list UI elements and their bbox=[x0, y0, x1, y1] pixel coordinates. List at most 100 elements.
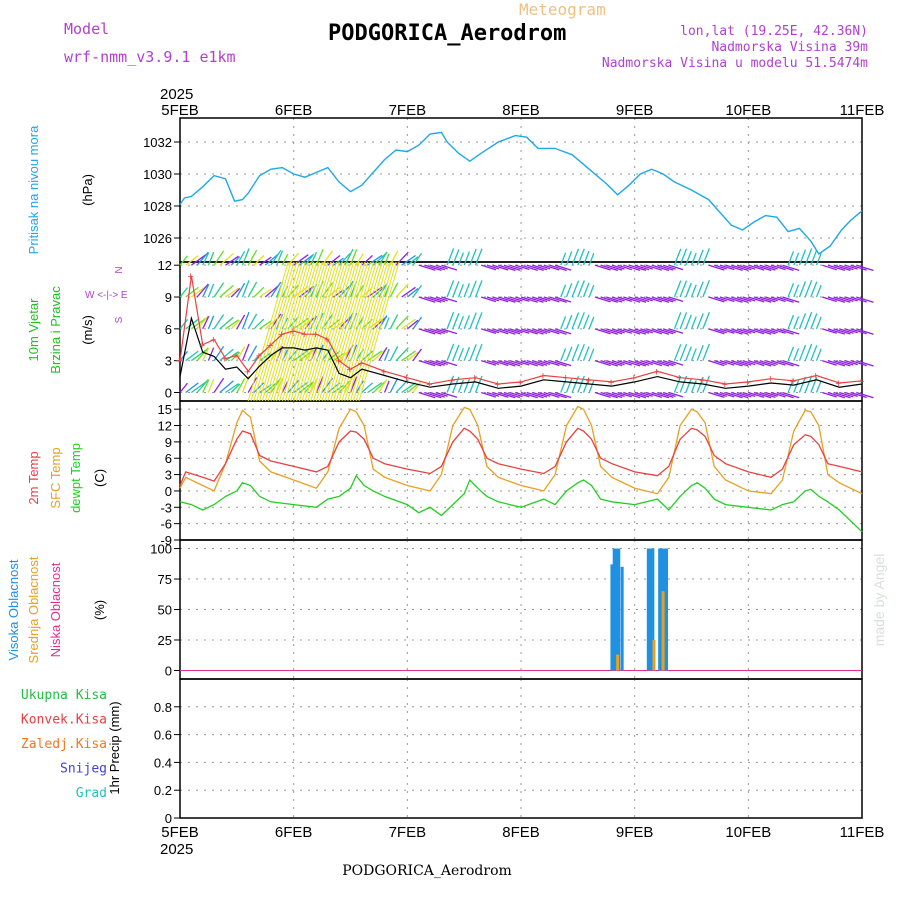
wind-barb bbox=[628, 360, 647, 367]
wind-barb bbox=[435, 360, 448, 366]
wind-barb bbox=[731, 391, 749, 399]
wind-barb bbox=[810, 313, 818, 330]
x-tick-label-bottom: 9FEB bbox=[616, 824, 654, 841]
wind-barb bbox=[640, 264, 653, 270]
wind-hatch bbox=[284, 261, 326, 402]
wind-barb bbox=[236, 346, 246, 361]
wind-barb bbox=[253, 382, 265, 393]
wind-barb bbox=[259, 352, 272, 362]
wind-barb bbox=[406, 319, 419, 330]
wind-hatch bbox=[304, 261, 346, 402]
wind-barb bbox=[804, 279, 813, 298]
wind-gust-marker: + bbox=[608, 377, 614, 389]
wind-gust-marker: + bbox=[176, 356, 182, 368]
wind-barb bbox=[389, 282, 399, 298]
wind-barb bbox=[753, 296, 772, 303]
wind-hatch bbox=[307, 261, 349, 402]
wind-barb bbox=[383, 380, 390, 393]
cloud-bar bbox=[616, 654, 620, 671]
wind-barb bbox=[327, 350, 341, 362]
wind-barb bbox=[469, 248, 477, 266]
wind-barb bbox=[679, 248, 688, 266]
wind-barb bbox=[850, 391, 867, 399]
wind-gust-marker: + bbox=[585, 375, 591, 387]
wind-gust-marker: + bbox=[699, 375, 705, 387]
wind-barb bbox=[748, 391, 765, 399]
wind-barb bbox=[714, 264, 727, 270]
wind-barb bbox=[588, 284, 595, 298]
wind-barb bbox=[474, 280, 483, 298]
wind-barb bbox=[276, 377, 284, 393]
wind-barb bbox=[429, 264, 445, 271]
wind-barb bbox=[748, 264, 765, 271]
y-tick-label: 0 bbox=[165, 386, 172, 401]
wind-barb bbox=[753, 360, 772, 367]
wind-barb bbox=[401, 350, 416, 362]
wind-barb bbox=[383, 317, 390, 330]
y-tick-label: 0.6 bbox=[154, 728, 172, 743]
wind-barb bbox=[560, 316, 567, 330]
cloud-ylabel-low: Niska Oblacnost bbox=[48, 562, 63, 657]
wind-barb bbox=[486, 328, 500, 334]
wind-barb bbox=[565, 346, 573, 361]
wind-barb bbox=[532, 264, 548, 271]
y-tick-label: 3 bbox=[165, 354, 172, 369]
wind-barb bbox=[406, 351, 419, 362]
wind-barb bbox=[673, 248, 682, 266]
wind-barb bbox=[634, 360, 650, 366]
cloud-bar bbox=[646, 548, 650, 671]
wind-gust-marker: + bbox=[517, 377, 523, 389]
wind-barb bbox=[844, 360, 858, 366]
wind-barb bbox=[520, 360, 538, 367]
wind-barb bbox=[798, 249, 807, 266]
wind-barb bbox=[668, 360, 684, 366]
wind-gust-marker: + bbox=[290, 326, 296, 338]
wind-hatch bbox=[338, 261, 380, 402]
panel-frame-temperature bbox=[179, 400, 863, 541]
elevation-text: Nadmorska Visina 39m bbox=[711, 40, 868, 55]
wind-barb bbox=[213, 314, 225, 330]
wind-barb bbox=[634, 391, 650, 398]
wind-barb bbox=[441, 264, 458, 271]
wind-barb bbox=[424, 360, 442, 367]
wind-barb bbox=[719, 296, 735, 303]
wind-barb bbox=[537, 264, 551, 270]
wind-barb bbox=[850, 296, 867, 303]
wind-barb bbox=[571, 280, 580, 298]
wind-barb bbox=[537, 296, 551, 302]
temp-ylabel-2: SFC Temp bbox=[48, 447, 63, 508]
x-tick-label-top: 7FEB bbox=[389, 102, 427, 119]
wind-barb bbox=[839, 328, 854, 334]
wind-barb bbox=[435, 296, 448, 302]
wind-barb bbox=[424, 391, 442, 399]
y-tick-label: 25 bbox=[158, 633, 172, 648]
wind-barb bbox=[600, 264, 618, 272]
wind-barb bbox=[389, 250, 399, 266]
wind-barb bbox=[582, 314, 590, 330]
wind-barb bbox=[725, 360, 743, 367]
wind-barb bbox=[378, 378, 388, 393]
wind-gust-marker: + bbox=[744, 377, 750, 389]
wind-barb bbox=[503, 264, 521, 271]
wind-barb bbox=[401, 254, 416, 266]
wind-barb bbox=[503, 391, 521, 399]
wind-barb bbox=[798, 344, 807, 361]
wind-barb bbox=[673, 312, 682, 330]
wind-barb bbox=[225, 287, 239, 298]
wind-barb bbox=[213, 250, 225, 266]
wind-gust-marker: + bbox=[472, 373, 478, 385]
wind-barb bbox=[230, 319, 241, 330]
wind-barb bbox=[731, 328, 749, 335]
wind-barb bbox=[253, 286, 265, 298]
y-tick-label: 12 bbox=[158, 419, 172, 434]
wind-barb bbox=[469, 344, 477, 361]
wind-barb bbox=[532, 360, 548, 366]
wind-barb bbox=[315, 376, 324, 393]
wind-barb bbox=[577, 312, 585, 330]
wind-barb bbox=[241, 311, 250, 330]
pressure-ylabel: Pritisak na nivou mora bbox=[26, 125, 41, 254]
wind-barb bbox=[196, 315, 209, 330]
wind-barb bbox=[725, 296, 743, 303]
wind-barb bbox=[492, 264, 509, 271]
wind-barb bbox=[429, 391, 445, 398]
